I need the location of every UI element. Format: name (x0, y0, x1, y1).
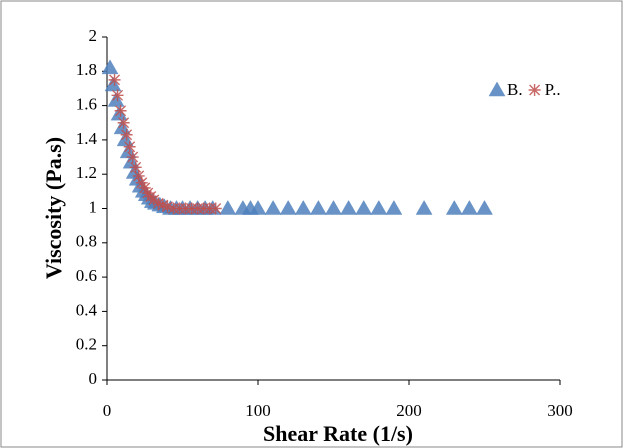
data-point (101, 59, 119, 75)
data-point (355, 199, 373, 215)
data-point (179, 202, 192, 215)
data-point (117, 116, 130, 129)
data-point (138, 181, 151, 194)
data-point (114, 104, 127, 117)
data-point (219, 199, 237, 215)
data-point (264, 199, 282, 215)
data-point (415, 199, 433, 215)
data-point (249, 199, 267, 215)
y-tick-label: 1 (89, 197, 98, 216)
data-point (197, 202, 210, 215)
legend-marker (488, 81, 506, 97)
data-point (167, 202, 180, 215)
data-point (108, 73, 121, 86)
data-point (152, 197, 165, 210)
y-tick-label: 2 (89, 26, 98, 45)
data-point (370, 199, 388, 215)
data-point (126, 151, 139, 164)
data-point (161, 200, 174, 213)
data-point (173, 202, 186, 215)
x-tick-label: 0 (103, 401, 112, 420)
data-point (309, 199, 327, 215)
y-tick-label: 0.8 (76, 232, 97, 251)
data-point (129, 161, 142, 174)
data-point (325, 199, 342, 215)
y-tick-label: 0.6 (76, 266, 97, 285)
data-point (385, 199, 403, 215)
data-point (156, 199, 169, 212)
data-point (340, 199, 358, 215)
data-point (445, 199, 463, 215)
data-point (123, 140, 136, 153)
y-tick-label: 0 (89, 369, 98, 388)
data-point (209, 202, 222, 215)
data-point (132, 169, 145, 182)
y-axis-title: Viscosity (Pa.s) (41, 137, 66, 279)
y-tick-label: 0.4 (76, 300, 98, 319)
data-point (203, 202, 216, 215)
y-tick-label: 1.2 (76, 163, 97, 182)
data-point (120, 128, 133, 141)
x-axis-title: Shear Rate (1/s) (263, 421, 413, 446)
y-tick-label: 1.4 (76, 129, 98, 148)
legend-label: B. (507, 80, 523, 99)
legend-marker (528, 84, 541, 96)
x-tick-label: 100 (245, 401, 271, 420)
y-tick-label: 1.8 (76, 60, 97, 79)
data-point (294, 199, 312, 215)
data-point (279, 199, 297, 215)
x-tick-label: 200 (396, 401, 422, 420)
legend-label: P.. (545, 80, 561, 99)
data-point (147, 193, 160, 206)
data-point (460, 199, 478, 215)
y-tick-label: 1.6 (76, 95, 97, 114)
data-point (476, 199, 493, 215)
data-point (111, 89, 124, 102)
data-point (185, 202, 198, 215)
y-tick-label: 0.2 (76, 335, 97, 354)
data-point (135, 176, 148, 189)
data-point (191, 202, 204, 215)
x-tick-label: 300 (547, 401, 573, 420)
